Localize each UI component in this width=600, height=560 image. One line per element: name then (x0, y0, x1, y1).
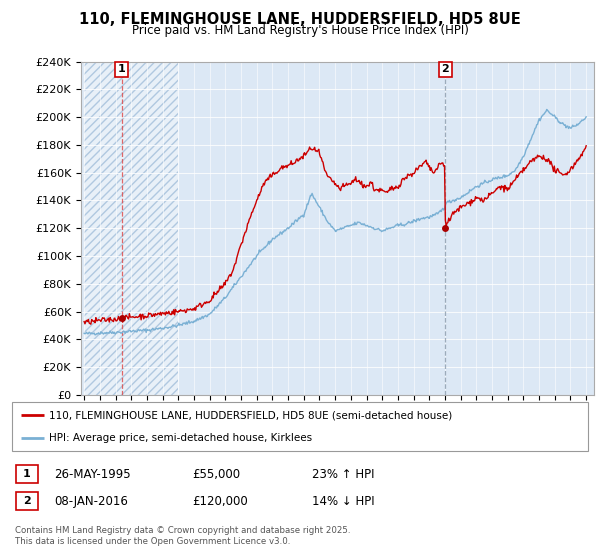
Text: 1: 1 (118, 64, 125, 74)
Text: HPI: Average price, semi-detached house, Kirklees: HPI: Average price, semi-detached house,… (49, 433, 313, 444)
Bar (84, 62, 178, 395)
Text: 23% ↑ HPI: 23% ↑ HPI (312, 468, 374, 481)
Text: 14% ↓ HPI: 14% ↓ HPI (312, 494, 374, 508)
Text: 2: 2 (23, 496, 31, 506)
FancyBboxPatch shape (16, 465, 38, 483)
Text: 2: 2 (442, 64, 449, 74)
Text: Price paid vs. HM Land Registry's House Price Index (HPI): Price paid vs. HM Land Registry's House … (131, 24, 469, 36)
Text: 26-MAY-1995: 26-MAY-1995 (54, 468, 131, 481)
FancyBboxPatch shape (12, 402, 588, 451)
Text: £55,000: £55,000 (192, 468, 240, 481)
Text: 110, FLEMINGHOUSE LANE, HUDDERSFIELD, HD5 8UE (semi-detached house): 110, FLEMINGHOUSE LANE, HUDDERSFIELD, HD… (49, 410, 452, 421)
Text: 1: 1 (23, 469, 31, 479)
FancyBboxPatch shape (16, 492, 38, 510)
Text: 110, FLEMINGHOUSE LANE, HUDDERSFIELD, HD5 8UE: 110, FLEMINGHOUSE LANE, HUDDERSFIELD, HD… (79, 12, 521, 27)
Text: Contains HM Land Registry data © Crown copyright and database right 2025.
This d: Contains HM Land Registry data © Crown c… (15, 526, 350, 546)
Text: 08-JAN-2016: 08-JAN-2016 (54, 494, 128, 508)
Text: £120,000: £120,000 (192, 494, 248, 508)
